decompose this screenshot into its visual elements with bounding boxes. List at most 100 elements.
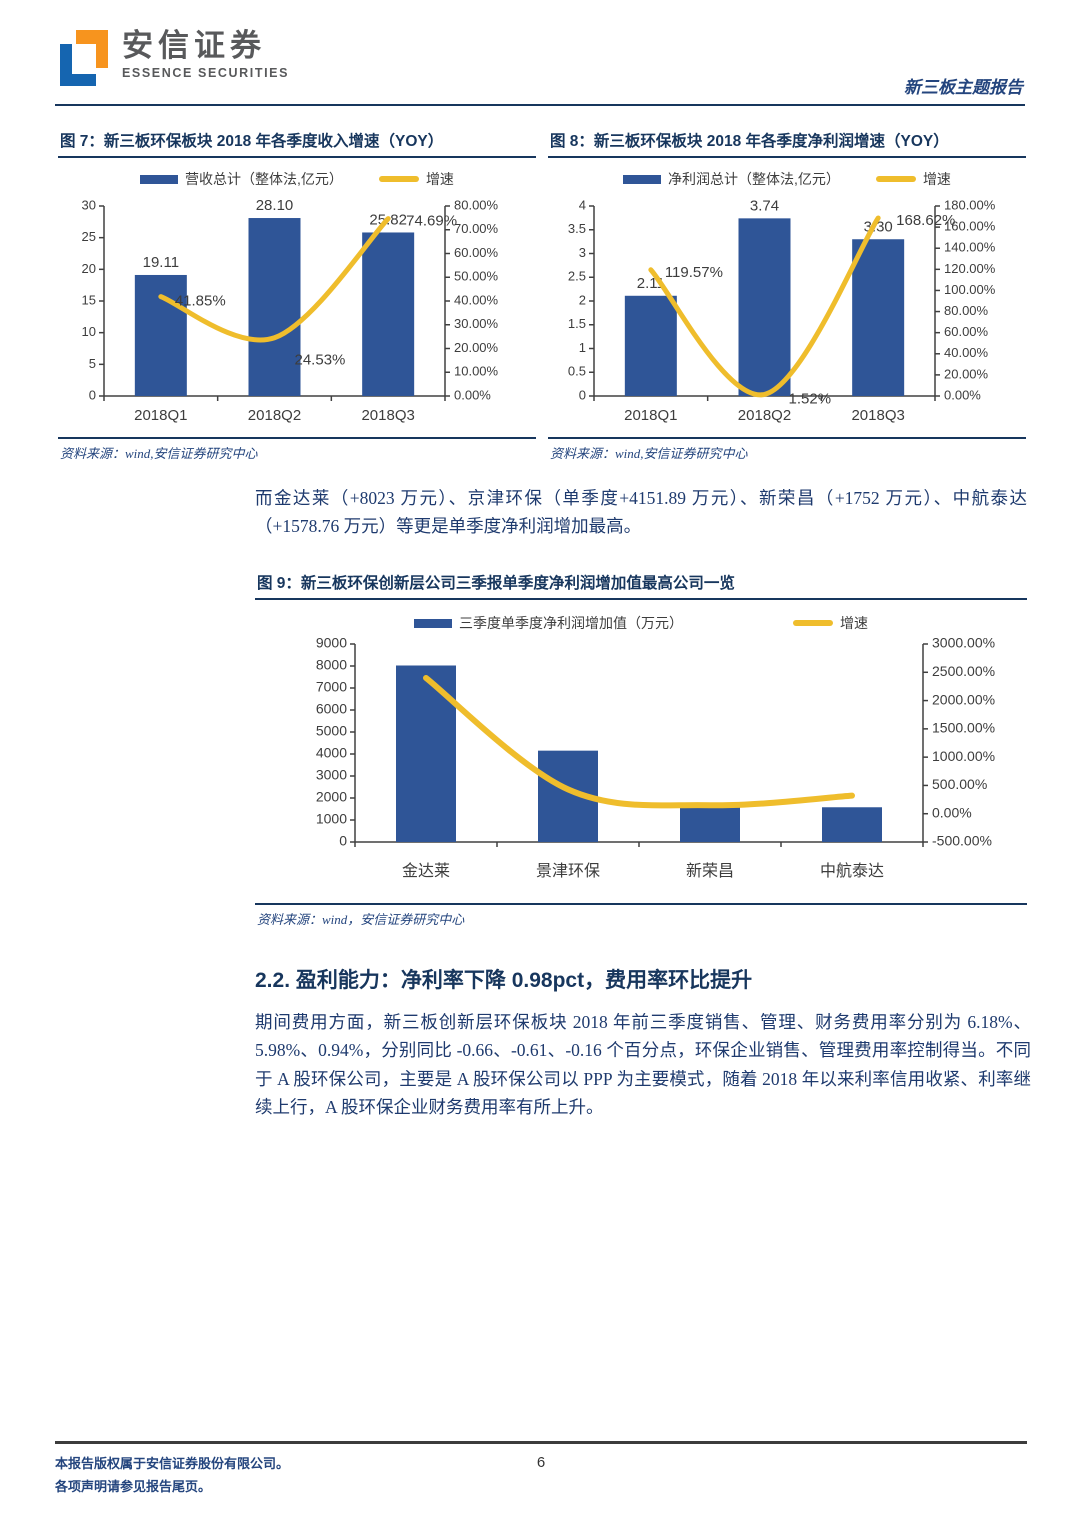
svg-text:180.00%: 180.00% (944, 197, 996, 212)
svg-text:15: 15 (82, 292, 96, 307)
svg-text:7000: 7000 (316, 679, 347, 695)
legend-bar-label: 净利润总计（整体法,亿元） (668, 171, 840, 187)
bar-swatch-icon (623, 174, 662, 184)
svg-text:中航泰达: 中航泰达 (820, 862, 884, 880)
legend-item-line: 增速 (875, 169, 951, 189)
svg-text:41.85%: 41.85% (175, 293, 226, 310)
svg-text:1.5: 1.5 (568, 316, 586, 331)
figure-8-block: 图 8：新三板环保板块 2018 年各季度净利润增速（YOY） 净利润总计（整体… (548, 126, 1026, 462)
figure-9-chart: 0 1000 2000 3000 4000 5000 6000 7000 8000 9000 -50… (316, 635, 995, 880)
svg-text:3000.00%: 3000.00% (932, 635, 995, 651)
brand-name-en: ESSENCE SECURITIES (122, 65, 290, 80)
svg-text:1000: 1000 (316, 811, 347, 827)
svg-text:2018Q1: 2018Q1 (624, 407, 677, 424)
svg-text:28.10: 28.10 (256, 197, 294, 214)
svg-text:3.74: 3.74 (750, 197, 779, 214)
figure-7-source: 资料来源：wind,安信证券研究中心 (58, 437, 536, 462)
svg-text:4: 4 (579, 197, 586, 212)
legend-item-line: 增速 (378, 169, 454, 189)
svg-text:2500.00%: 2500.00% (932, 663, 995, 679)
svg-text:2.5: 2.5 (568, 269, 586, 284)
svg-text:24.53%: 24.53% (295, 352, 346, 369)
section-2-2-heading: 2.2. 盈利能力：净利率下降 0.98pct，费用率环比提升 (255, 969, 753, 992)
svg-text:0: 0 (89, 387, 96, 402)
svg-text:2018Q3: 2018Q3 (851, 407, 904, 424)
brand-name-cn: 安信证券 (122, 28, 266, 63)
figure-7-legend: 营收总计（整体法,亿元） 增速 (58, 168, 536, 190)
copyright-line-1: 本报告版权属于安信证券股份有限公司。 (55, 1456, 290, 1471)
page-number: 6 (536, 1454, 546, 1471)
svg-text:5000: 5000 (316, 723, 347, 739)
svg-text:20.00%: 20.00% (944, 366, 989, 381)
svg-text:0: 0 (339, 833, 347, 849)
svg-text:0.00%: 0.00% (454, 387, 491, 402)
svg-text:40.00%: 40.00% (944, 345, 989, 360)
legend-line-label: 增速 (922, 171, 951, 187)
svg-text:1: 1 (579, 340, 586, 355)
svg-text:2000.00%: 2000.00% (932, 691, 995, 707)
figure-9-title: 图 9：新三板环保创新层公司三季报单季度净利润增加值最高公司一览 (255, 568, 1027, 600)
svg-text:-500.00%: -500.00% (932, 833, 992, 849)
report-type-label: 新三板主题报告 (904, 78, 1023, 97)
brand-text: 安信证券 ESSENCE SECURITIES (122, 28, 289, 80)
svg-text:80.00%: 80.00% (454, 197, 499, 212)
svg-text:2018Q3: 2018Q3 (361, 407, 414, 424)
svg-text:10.00%: 10.00% (454, 364, 499, 379)
svg-text:0.5: 0.5 (568, 364, 586, 379)
page-header: 安信证券 ESSENCE SECURITIES 新三板主题报告 (55, 26, 1025, 106)
svg-text:100.00%: 100.00% (944, 282, 996, 297)
svg-text:4000: 4000 (316, 745, 347, 761)
svg-text:74.69%: 74.69% (406, 213, 457, 230)
svg-text:140.00%: 140.00% (944, 240, 996, 255)
figure-7-block: 图 7：新三板环保板块 2018 年各季度收入增速（YOY） 营收总计（整体法,… (58, 126, 536, 462)
figure-8-title: 图 8：新三板环保板块 2018 年各季度净利润增速（YOY） (548, 126, 1026, 158)
svg-text:新荣昌: 新荣昌 (686, 862, 734, 880)
legend-item-line: 增速 (793, 613, 868, 633)
essence-securities-logo-icon (60, 30, 108, 86)
legend-item-bar: 营收总计（整体法,亿元） (140, 169, 343, 189)
page-footer: 本报告版权属于安信证券股份有限公司。 各项声明请参见报告尾页。 6 (55, 1441, 1027, 1499)
svg-text:8000: 8000 (316, 657, 347, 673)
figures-row: 图 7：新三板环保板块 2018 年各季度收入增速（YOY） 营收总计（整体法,… (58, 126, 1026, 462)
svg-text:2018Q2: 2018Q2 (248, 407, 301, 424)
line-swatch-icon (378, 176, 419, 182)
figure-8-legend: 净利润总计（整体法,亿元） 增速 (548, 168, 1026, 190)
svg-text:2018Q1: 2018Q1 (134, 407, 187, 424)
svg-text:0.00%: 0.00% (932, 804, 972, 820)
svg-text:25: 25 (82, 229, 96, 244)
svg-text:40.00%: 40.00% (454, 292, 499, 307)
line-swatch-icon (793, 620, 833, 626)
svg-text:5: 5 (89, 356, 96, 371)
figure-9-legend: 三季度单季度净利润增加值（万元） 增速 (255, 612, 1027, 634)
svg-text:60.00%: 60.00% (944, 324, 989, 339)
svg-text:80.00%: 80.00% (944, 303, 989, 318)
bar-swatch-icon (414, 618, 452, 628)
svg-text:3000: 3000 (316, 767, 347, 783)
legend-bar-label: 三季度单季度净利润增加值（万元） (459, 615, 683, 631)
brand-block: 安信证券 ESSENCE SECURITIES (58, 28, 289, 90)
svg-text:1.52%: 1.52% (789, 390, 832, 407)
legend-line-label: 增速 (840, 615, 868, 631)
svg-text:20: 20 (82, 261, 96, 276)
intro-paragraph: 而金达莱（+8023 万元）、京津环保（单季度+4151.89 万元）、新荣昌（… (255, 488, 1027, 537)
svg-text:119.57%: 119.57% (665, 264, 723, 281)
svg-text:50.00%: 50.00% (454, 269, 499, 284)
svg-text:1000.00%: 1000.00% (932, 748, 995, 764)
svg-text:6000: 6000 (316, 701, 347, 717)
figure-8-chart: 00.511.522.533.540.00%20.00%40.00%60.00%… (568, 197, 996, 424)
svg-text:120.00%: 120.00% (944, 261, 996, 276)
svg-text:2: 2 (579, 292, 586, 307)
figure-9-source: 资料来源：wind，安信证券研究中心 (255, 903, 1027, 928)
svg-text:2000: 2000 (316, 789, 347, 805)
figure-7-chart: 0 5 10 15 20 25 30 0.00% 10.00% 20.00% 30.00% 40.00… (82, 197, 499, 424)
line-swatch-icon (875, 176, 916, 182)
svg-text:20.00%: 20.00% (454, 340, 499, 355)
legend-item-bar: 净利润总计（整体法,亿元） (623, 169, 840, 189)
svg-text:9000: 9000 (316, 635, 347, 651)
svg-text:70.00%: 70.00% (454, 221, 499, 236)
svg-text:景津环保: 景津环保 (536, 862, 600, 880)
copyright-line-2: 各项声明请参见报告尾页。 (55, 1479, 212, 1495)
svg-text:60.00%: 60.00% (454, 245, 499, 260)
figure-7-title: 图 7：新三板环保板块 2018 年各季度收入增速（YOY） (58, 126, 536, 158)
